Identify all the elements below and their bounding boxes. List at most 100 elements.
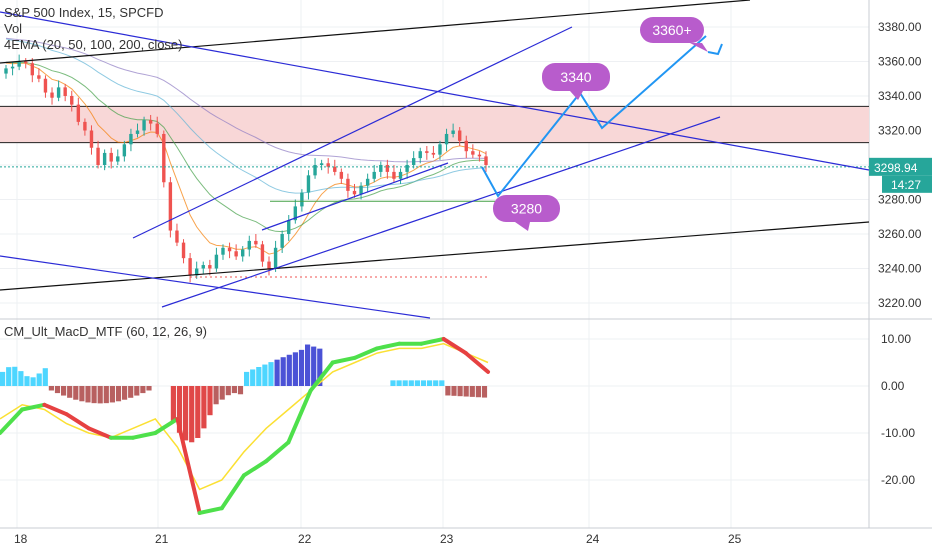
macd-line-segment xyxy=(197,506,224,515)
candle-body xyxy=(359,185,363,195)
candle-body xyxy=(379,165,383,172)
macd-histogram-bar xyxy=(256,367,262,386)
macd-histogram-bar xyxy=(73,386,79,400)
axis-layer: 3380.003360.003340.003320.003300.003280.… xyxy=(14,20,932,546)
macd-histogram-bar xyxy=(408,380,414,386)
macd-histogram-bar xyxy=(79,386,85,402)
candle-body xyxy=(398,171,403,179)
macd-histogram-bar xyxy=(402,380,408,386)
volume-label: Vol xyxy=(4,21,23,36)
candle-body xyxy=(339,171,344,179)
macd-histogram-bar xyxy=(469,386,475,397)
macd-line-segment xyxy=(42,402,69,417)
macd-histogram-bar xyxy=(54,386,61,394)
macd-line-segment xyxy=(131,431,158,440)
macd-histogram-bar xyxy=(0,371,6,386)
candle-body xyxy=(287,220,291,234)
price-tick-label: 3360.00 xyxy=(878,55,922,69)
countdown-badge xyxy=(882,175,932,193)
macd-histogram-bar xyxy=(146,386,152,391)
time-tick-label: 24 xyxy=(586,532,600,546)
candle-body xyxy=(102,152,107,165)
candle-body xyxy=(175,230,179,243)
time-tick-label: 25 xyxy=(728,532,742,546)
projection-arrowhead xyxy=(707,43,723,56)
macd-histogram-bar xyxy=(463,386,469,397)
macd-histogram-bar xyxy=(61,386,67,396)
last-price-text: 3298.94 xyxy=(874,161,918,175)
macd-histogram-bar xyxy=(390,380,396,386)
candle-body xyxy=(352,190,357,195)
candle-body xyxy=(4,68,8,74)
macd-histogram-bar xyxy=(457,386,463,397)
ascending-channel-bottom xyxy=(161,116,721,308)
price-tick-label: 3320.00 xyxy=(878,124,922,138)
macd-line-segment xyxy=(264,440,291,464)
macd-histogram-bar xyxy=(189,386,195,443)
last-price-badge xyxy=(869,157,932,176)
macd-histogram-bar xyxy=(445,386,451,396)
candle-body xyxy=(188,258,192,276)
candle-body xyxy=(306,175,311,193)
macd-histogram-bar xyxy=(274,359,280,386)
callout-body xyxy=(542,63,610,91)
candle-body xyxy=(411,158,416,165)
candle-body xyxy=(83,121,87,131)
ema-100-line xyxy=(5,38,487,194)
macd-histogram-bar xyxy=(48,386,54,391)
macd-histogram-bar xyxy=(268,362,274,386)
candle-body xyxy=(227,247,232,252)
callout-bubble: 3340 xyxy=(542,63,610,100)
callout-body xyxy=(640,17,704,43)
candle-body xyxy=(254,240,258,245)
candle-body xyxy=(155,123,159,134)
macd-histogram-bar xyxy=(451,386,457,396)
time-tick-label: 23 xyxy=(440,532,454,546)
candle-body xyxy=(477,154,482,157)
symbol-title: S&P 500 Index, 15, SPCFD xyxy=(4,5,164,20)
macd-line-segment xyxy=(175,416,202,515)
macd-tick-label: 0.00 xyxy=(881,379,905,393)
candle-body xyxy=(457,130,462,141)
macd-histogram-bar xyxy=(201,386,207,429)
macd-histogram-bar xyxy=(115,386,122,402)
descending-channel-bottom xyxy=(0,255,431,319)
callout-tail xyxy=(515,222,530,231)
candle-body xyxy=(425,151,429,153)
price-tick-label: 3260.00 xyxy=(878,227,922,241)
macd-line-segment xyxy=(20,402,47,412)
candle-body xyxy=(76,104,81,122)
ema-200-line xyxy=(5,37,487,163)
macd-histogram-bar xyxy=(237,386,244,395)
candle-body xyxy=(168,182,173,231)
macd-line-segment xyxy=(242,459,269,478)
macd-histogram-bar xyxy=(18,371,24,386)
ascending-channel-top xyxy=(132,26,573,239)
callout-text: 3280 xyxy=(511,201,542,217)
candle-body xyxy=(293,206,298,221)
macd-histogram-bar xyxy=(311,346,317,386)
candle-body xyxy=(221,247,225,255)
callout-text: 3340 xyxy=(560,69,591,85)
macd-tick-label: -20.00 xyxy=(881,473,915,487)
macd-histogram-bar xyxy=(250,369,256,386)
macd-histogram-bar xyxy=(439,380,445,386)
macd-histogram-bar xyxy=(286,354,292,386)
time-tick-label: 21 xyxy=(155,532,169,546)
macd-histogram-bar xyxy=(213,386,219,405)
candle-body xyxy=(109,152,113,162)
candle-body xyxy=(405,165,409,172)
macd-line-segment xyxy=(86,426,113,440)
price-tick-label: 3380.00 xyxy=(878,20,922,34)
candle-body xyxy=(372,171,376,179)
macd-histogram-bar xyxy=(292,352,298,386)
macd-tick-label: 10.00 xyxy=(881,332,911,346)
macd-histogram-bar xyxy=(36,373,42,386)
macd-histogram-bar xyxy=(170,386,176,421)
callout-tail xyxy=(570,91,583,100)
candle-body xyxy=(129,133,133,145)
candle-body xyxy=(96,147,100,165)
macd-histogram-bar xyxy=(207,386,213,416)
macd-histogram-bar xyxy=(6,367,12,386)
